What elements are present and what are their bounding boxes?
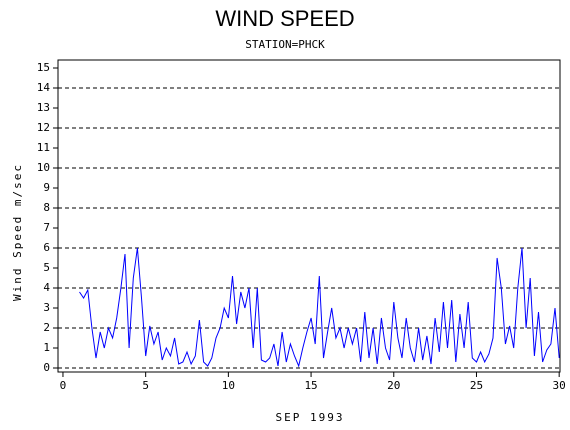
y-tick-label: 8 — [43, 201, 50, 214]
y-tick-label: 9 — [43, 181, 50, 194]
x-tick-label: 15 — [304, 379, 317, 392]
x-tick-label: 25 — [470, 379, 483, 392]
y-tick-label: 11 — [37, 141, 50, 154]
y-tick-label: 10 — [37, 161, 50, 174]
y-tick-label: 15 — [37, 61, 50, 74]
y-tick-label: 0 — [43, 361, 50, 374]
x-tick-label: 30 — [553, 379, 566, 392]
x-tick-label: 20 — [387, 379, 400, 392]
y-tick-label: 13 — [37, 101, 50, 114]
x-tick-label: 10 — [222, 379, 235, 392]
plot-frame — [57, 59, 561, 373]
x-tick-label: 5 — [142, 379, 149, 392]
y-axis-label: Wind Speed m/sec — [11, 163, 24, 301]
chart-subtitle: STATION=PHCK — [245, 38, 325, 51]
chart-title: WIND SPEED — [215, 6, 354, 31]
y-tick-label: 4 — [43, 281, 50, 294]
x-axis-label: SEP 1993 — [276, 411, 345, 424]
y-tick-label: 6 — [43, 241, 50, 254]
data-line — [79, 247, 560, 368]
y-tick-label: 12 — [37, 121, 50, 134]
y-tick-label: 14 — [37, 81, 51, 94]
y-tick-label: 5 — [43, 261, 50, 274]
y-tick-label: 3 — [43, 301, 50, 314]
x-tick-label: 0 — [60, 379, 67, 392]
y-tick-label: 2 — [43, 321, 50, 334]
y-tick-label: 7 — [43, 221, 50, 234]
y-tick-label: 1 — [43, 341, 50, 354]
